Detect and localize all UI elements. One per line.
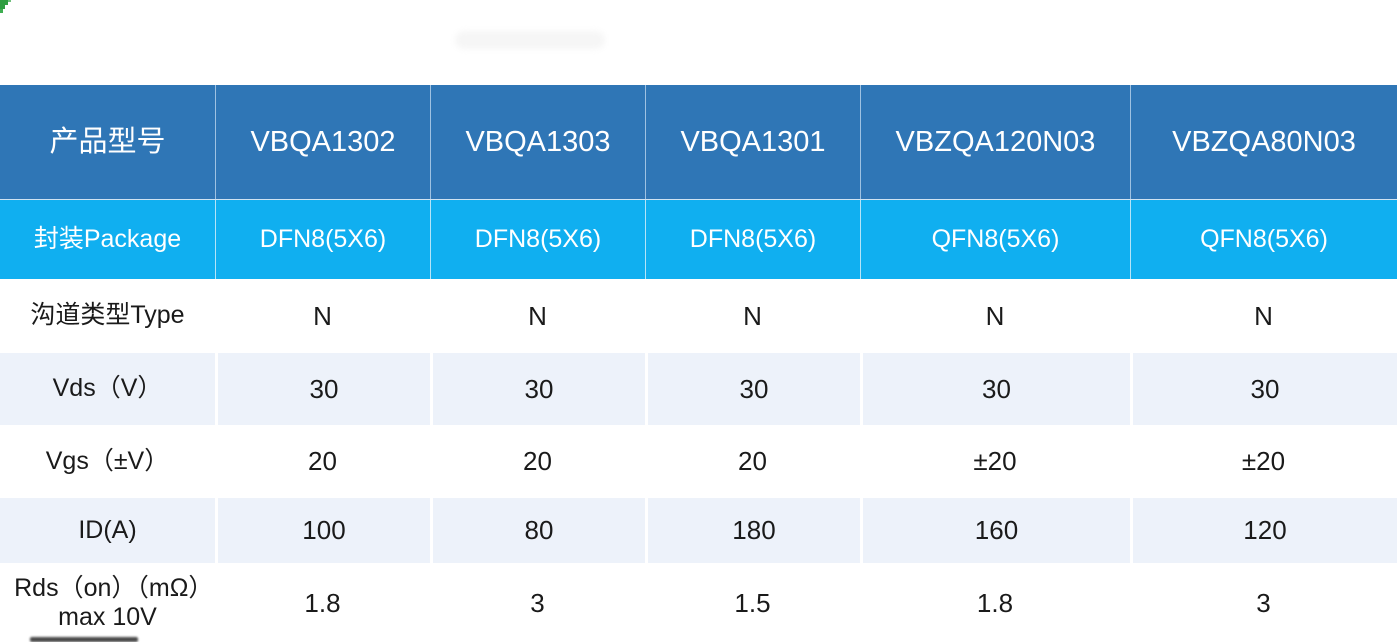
table-row-vds: Vds（V） 30 30 30 30 30 — [0, 353, 1397, 425]
table-cell: 30 — [1130, 353, 1397, 425]
table-cell: 30 — [215, 353, 430, 425]
header-product-cell: VBZQA120N03 — [860, 85, 1130, 199]
table-cell: N — [313, 300, 332, 331]
table-header-row: 产品型号 VBQA1302 VBQA1303 VBQA1301 VBZQA120… — [0, 85, 1397, 199]
table-cell: 30 — [645, 353, 860, 425]
top-strip — [0, 0, 1397, 85]
table-cell: 180 — [645, 498, 860, 563]
table-cell: 20 — [738, 446, 767, 477]
clipped-text-fragment — [30, 637, 138, 642]
table-cell: QFN8(5X6) — [1130, 200, 1397, 279]
table-cell: DFN8(5X6) — [430, 200, 645, 279]
table-row-rds-on: Rds（on）（mΩ）max 10V 1.8 3 1.5 1.8 3 — [0, 563, 1397, 642]
row-label-cell: ID(A) — [0, 498, 215, 563]
header-product-cell: VBQA1301 — [645, 85, 860, 199]
table-row-package: 封装Package DFN8(5X6) DFN8(5X6) DFN8(5X6) … — [0, 199, 1397, 279]
header-product-cell: VBQA1302 — [215, 85, 430, 199]
table-cell: 20 — [308, 446, 337, 477]
table-cell: N — [1254, 300, 1273, 331]
table-cell: 1.8 — [976, 587, 1014, 618]
table-cell: 160 — [860, 498, 1130, 563]
table-cell: 100 — [215, 498, 430, 563]
table-row-vgs: Vgs（±V） 20 20 20 ±20 ±20 — [0, 425, 1397, 498]
table-cell: 80 — [430, 498, 645, 563]
green-corner-mark-icon — [0, 0, 11, 13]
table-cell: 30 — [860, 353, 1130, 425]
product-spec-table: 产品型号 VBQA1302 VBQA1303 VBQA1301 VBZQA120… — [0, 85, 1397, 642]
faint-watermark — [455, 31, 605, 49]
header-product-cell: VBZQA80N03 — [1130, 85, 1397, 199]
table-cell: ±20 — [1241, 446, 1286, 477]
row-label-cell: Rds（on）（mΩ）max 10V — [14, 573, 201, 632]
header-label-cell: 产品型号 — [49, 125, 166, 158]
table-cell: N — [528, 300, 547, 331]
table-cell: QFN8(5X6) — [860, 200, 1130, 279]
row-label-cell: Vds（V） — [0, 353, 215, 425]
row-label-cell: Vgs（±V） — [45, 446, 170, 475]
table-cell: 120 — [1130, 498, 1397, 563]
row-label-cell: 封装Package — [33, 224, 182, 253]
row-label-cell: 沟道类型Type — [30, 301, 185, 330]
header-product-cell: VBQA1303 — [430, 85, 645, 199]
table-cell: DFN8(5X6) — [645, 200, 860, 279]
table-cell: 20 — [523, 446, 552, 477]
table-cell: DFN8(5X6) — [215, 200, 430, 279]
table-cell: 1.5 — [734, 587, 771, 618]
table-cell: 1.8 — [304, 587, 341, 618]
table-cell: 3 — [530, 587, 545, 618]
table-cell: N — [743, 300, 762, 331]
table-cell: ±20 — [973, 446, 1017, 477]
table-row-channel-type: 沟道类型Type N N N N N — [0, 279, 1397, 353]
table-cell: 3 — [1256, 587, 1271, 618]
table-cell: N — [985, 300, 1005, 331]
table-row-id: ID(A) 100 80 180 160 120 — [0, 498, 1397, 563]
table-cell: 30 — [430, 353, 645, 425]
